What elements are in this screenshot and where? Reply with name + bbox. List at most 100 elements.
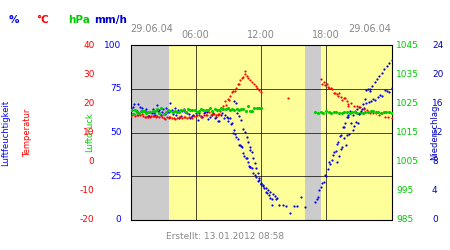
Point: [294, 204, 301, 208]
Point: [344, 134, 351, 138]
Point: [344, 104, 351, 108]
Point: [247, 164, 254, 168]
Point: [339, 125, 346, 129]
Point: [149, 107, 157, 111]
Text: 29.06.04: 29.06.04: [130, 24, 173, 34]
Point: [317, 110, 324, 114]
Point: [334, 94, 342, 98]
Point: [260, 184, 267, 188]
Point: [257, 182, 265, 186]
Point: [153, 107, 161, 111]
Point: [379, 94, 386, 98]
Point: [198, 108, 205, 112]
Point: [232, 100, 239, 104]
Bar: [305, 45, 321, 220]
Text: 25: 25: [110, 172, 122, 181]
Point: [212, 115, 220, 119]
Point: [157, 113, 164, 117]
Point: [219, 111, 226, 115]
Point: [166, 102, 174, 105]
Point: [323, 174, 330, 178]
Point: [349, 113, 356, 117]
Point: [356, 112, 363, 116]
Bar: [169, 45, 305, 220]
Point: [225, 119, 232, 123]
Point: [388, 111, 395, 115]
Point: [250, 171, 257, 175]
Point: [279, 203, 286, 207]
Text: 0: 0: [89, 157, 94, 166]
Point: [378, 111, 386, 115]
Point: [178, 108, 185, 112]
Point: [342, 143, 349, 147]
Point: [237, 78, 244, 82]
Point: [344, 112, 351, 116]
Point: [344, 102, 351, 106]
Point: [252, 84, 259, 88]
Point: [369, 110, 377, 114]
Point: [357, 105, 364, 109]
Point: [179, 109, 186, 113]
Point: [165, 108, 172, 112]
Point: [340, 125, 347, 129]
Point: [176, 110, 183, 114]
Text: hPa: hPa: [68, 15, 90, 25]
Point: [324, 85, 332, 89]
Point: [248, 150, 255, 154]
Point: [335, 154, 342, 158]
Point: [226, 116, 233, 120]
Point: [163, 115, 171, 119]
Point: [143, 115, 150, 119]
Point: [185, 112, 192, 116]
Point: [130, 106, 137, 110]
Point: [268, 197, 275, 201]
Point: [343, 115, 350, 119]
Point: [328, 111, 335, 115]
Point: [214, 112, 221, 116]
Text: 985: 985: [396, 216, 413, 224]
Point: [234, 137, 241, 141]
Point: [222, 107, 229, 111]
Text: mm/h: mm/h: [94, 15, 127, 25]
Text: -10: -10: [80, 186, 94, 195]
Point: [351, 108, 359, 112]
Point: [328, 158, 335, 162]
Point: [149, 110, 156, 114]
Text: Erstellt: 13.01.2012 08:58: Erstellt: 13.01.2012 08:58: [166, 232, 284, 241]
Text: Luftdruck: Luftdruck: [86, 112, 94, 152]
Point: [187, 108, 194, 112]
Point: [225, 116, 232, 120]
Point: [321, 172, 328, 176]
Point: [228, 90, 235, 94]
Point: [129, 112, 136, 116]
Point: [171, 106, 178, 110]
Text: Luftfeuchtigkeit: Luftfeuchtigkeit: [1, 100, 10, 166]
Point: [160, 116, 167, 120]
Point: [192, 114, 199, 118]
Point: [354, 104, 361, 108]
Point: [135, 102, 142, 106]
Point: [227, 122, 234, 126]
Point: [200, 113, 207, 117]
Point: [147, 110, 154, 114]
Point: [375, 113, 382, 117]
Point: [325, 110, 332, 114]
Point: [234, 112, 241, 116]
Point: [173, 116, 180, 120]
Point: [297, 196, 305, 200]
Point: [156, 111, 163, 115]
Point: [173, 113, 180, 117]
Point: [247, 78, 254, 82]
Text: 8: 8: [432, 157, 438, 166]
Point: [354, 107, 361, 111]
Point: [217, 112, 224, 116]
Point: [222, 112, 229, 116]
Point: [138, 109, 145, 113]
Point: [324, 167, 331, 171]
Point: [335, 140, 342, 144]
Text: 20: 20: [83, 99, 94, 108]
Point: [374, 77, 381, 81]
Point: [339, 98, 346, 102]
Point: [240, 151, 247, 155]
Point: [257, 182, 265, 186]
